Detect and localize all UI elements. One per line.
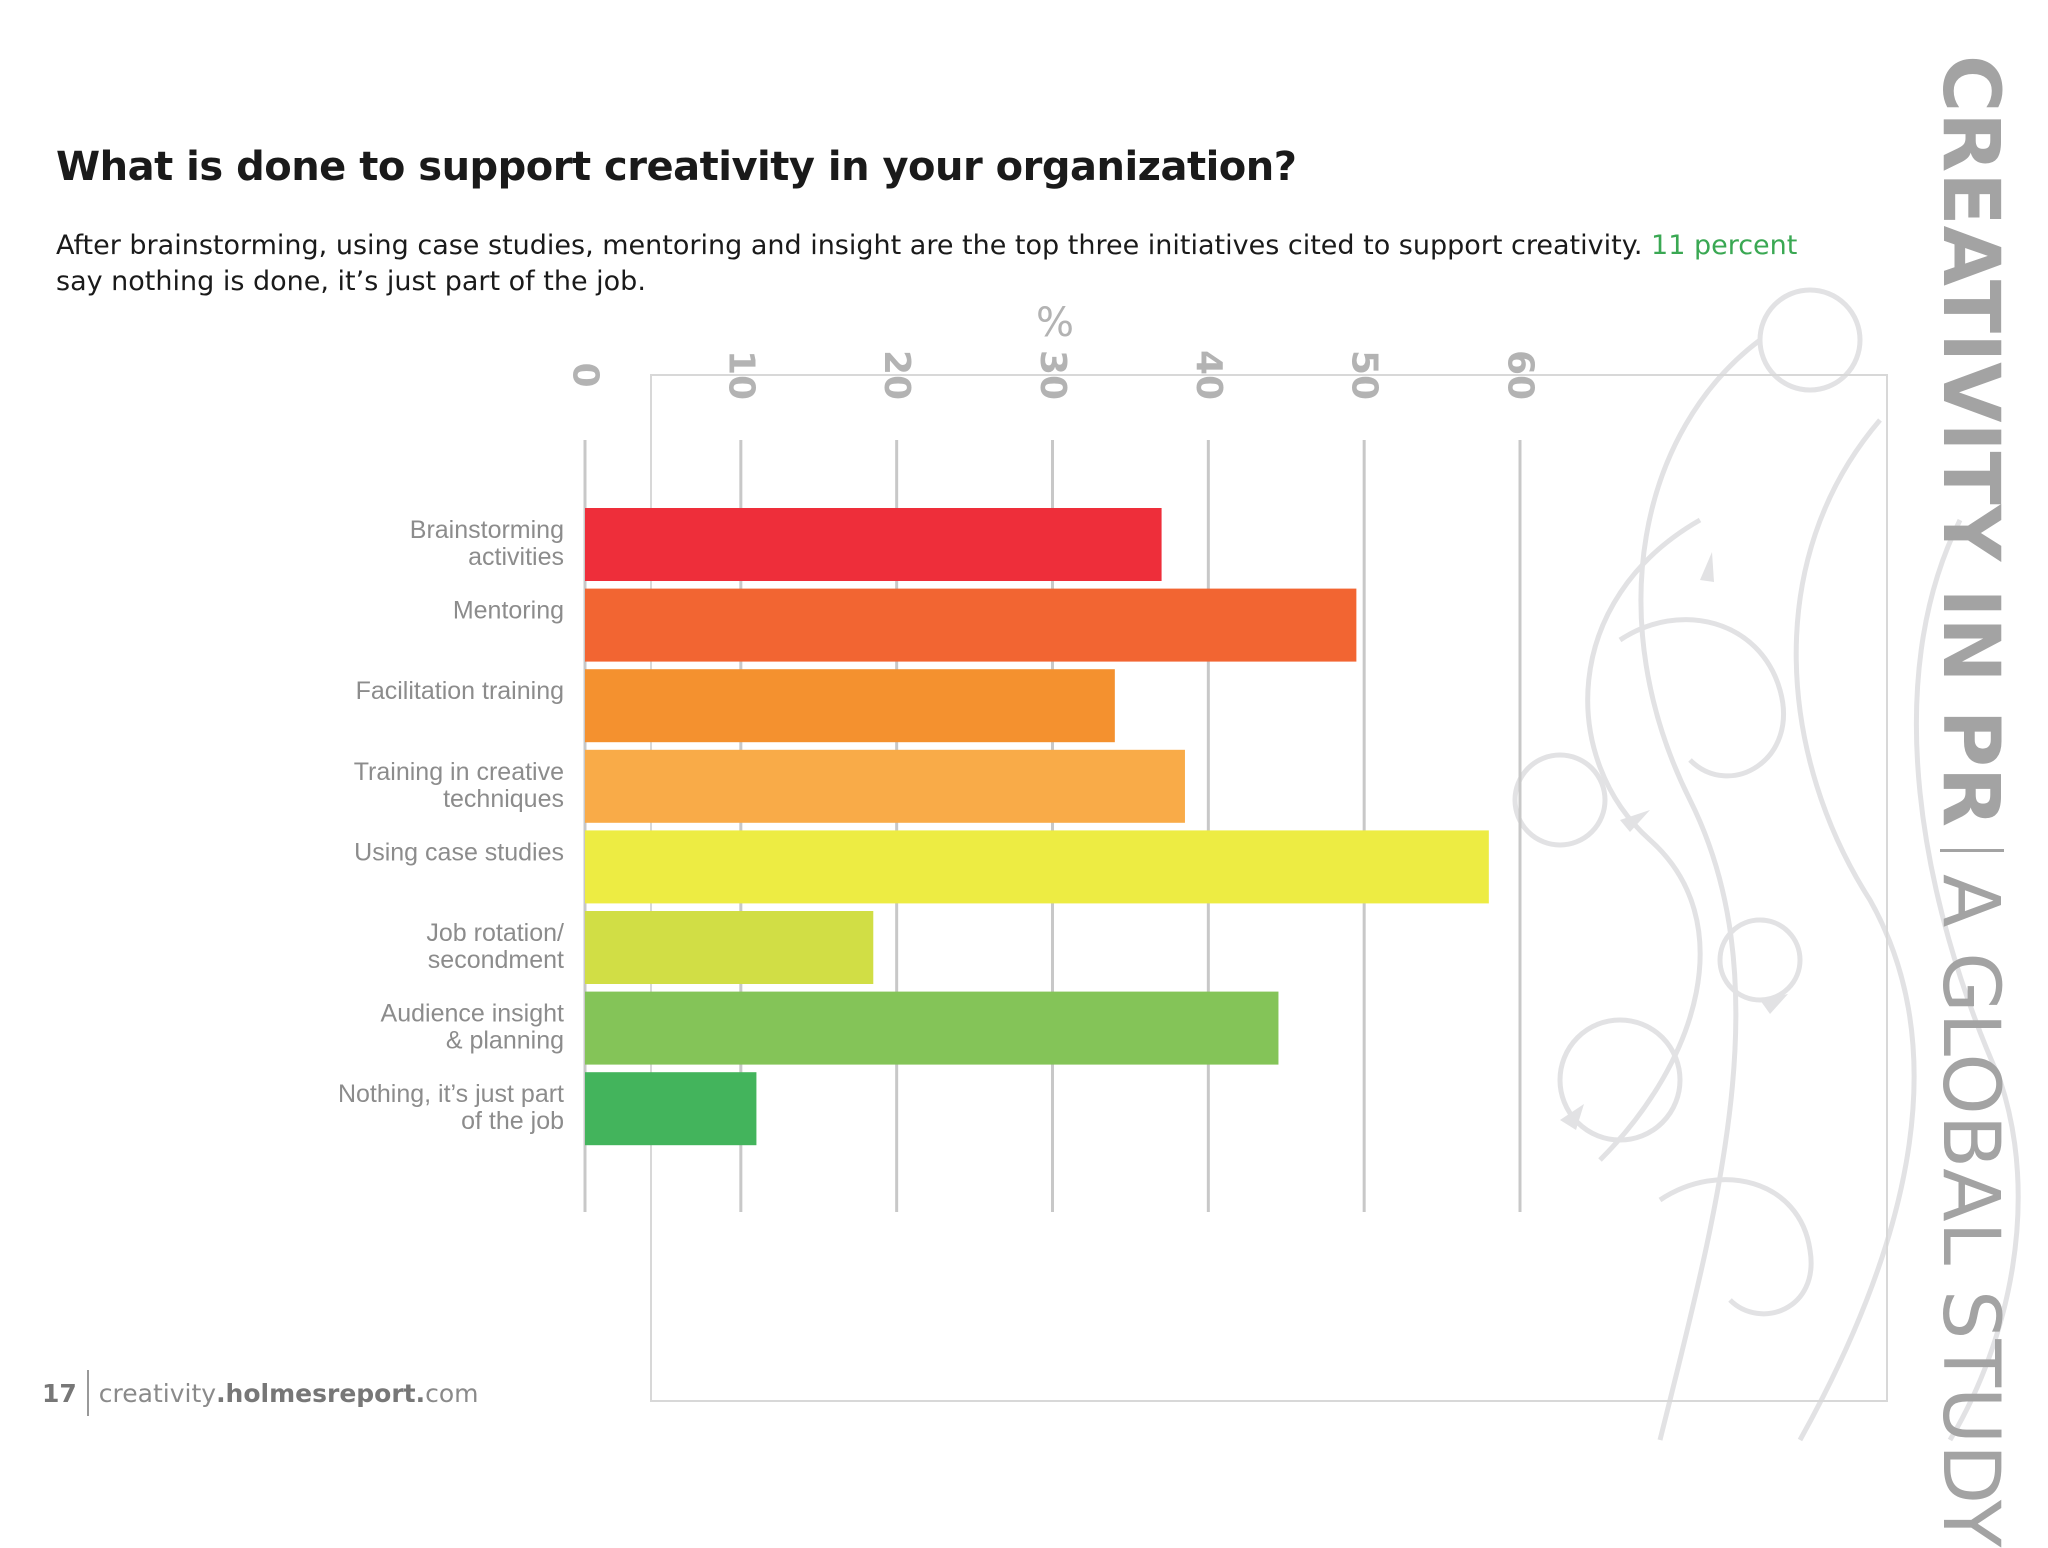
site-domain: .holmesreport. — [216, 1378, 426, 1408]
category-label: Using case studies — [354, 838, 564, 866]
x-tick-label: 50 — [1344, 350, 1385, 400]
footer-divider — [86, 1370, 89, 1416]
side-title-light: A GLOBAL STUDY — [1925, 874, 2015, 1548]
bar — [585, 911, 874, 984]
x-tick-label: 60 — [1500, 350, 1541, 400]
side-title-separator — [1940, 849, 2004, 853]
category-label: Nothing, it’s just part of the job — [338, 1080, 564, 1135]
bar — [585, 749, 1185, 823]
side-title-bold: CREATIVITY IN PR — [1925, 55, 2015, 828]
bar — [585, 669, 1115, 743]
bar — [585, 1072, 757, 1146]
page-number: 17 — [42, 1378, 77, 1408]
x-tick-labels: 0 10 20 30 40 50 60 — [565, 350, 1541, 400]
category-labels: Brainstorming activities Mentoring Facilita… — [338, 516, 564, 1135]
bars — [585, 508, 1489, 1146]
intro-paragraph: After brainstorming, using case studies,… — [56, 228, 1816, 300]
bar — [585, 508, 1162, 581]
bar — [585, 991, 1279, 1065]
x-tick-label: 40 — [1188, 350, 1229, 400]
x-tick-label: 0 — [565, 362, 606, 387]
x-tick-label: 20 — [876, 350, 917, 400]
site-suffix: com — [425, 1378, 479, 1408]
intro-text-end: say nothing is done, it’s just part of t… — [56, 266, 646, 297]
website-link[interactable]: creativity.holmesreport.com — [99, 1379, 479, 1408]
intro-text: After brainstorming, using case studies,… — [56, 230, 1652, 261]
bar-chart: 0 10 20 30 40 50 60 Brainstorming activities Men… — [338, 300, 1888, 1402]
site-prefix: creativity — [98, 1378, 217, 1408]
swirl-decoration — [1512, 287, 2021, 1442]
bar — [585, 830, 1489, 904]
category-label: Mentoring — [453, 597, 564, 625]
x-axis-title: % — [1036, 300, 1074, 346]
bar — [585, 588, 1357, 662]
x-tick-label: 10 — [720, 350, 761, 400]
category-label: Audience insight & planning — [381, 1000, 565, 1055]
category-label: Job rotation/secondment — [426, 919, 564, 974]
footer: 17 creativity.holmesreport.com — [42, 1370, 479, 1416]
category-label: Training in creative techniques — [354, 758, 564, 813]
x-tick-label: 30 — [1032, 350, 1073, 400]
intro-highlight: 11 percent — [1651, 230, 1798, 261]
page-title: What is done to support creativity in yo… — [56, 144, 1297, 190]
category-label: Brainstorming activities — [410, 516, 564, 571]
category-label: Facilitation training — [356, 677, 564, 705]
side-title: CREATIVITY IN PR A GLOBAL STUDY — [1925, 55, 2015, 1548]
